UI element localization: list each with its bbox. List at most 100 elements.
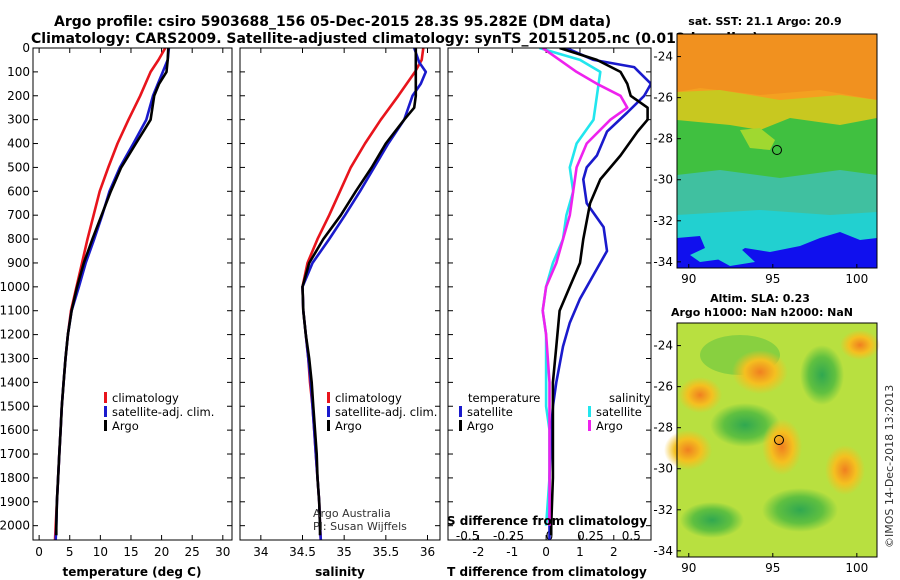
salinity-axes: 34 34.5 35 35.5 36	[240, 47, 440, 559]
y-tick-label: 400	[7, 137, 30, 151]
difference-x-axis-label: T difference from climatology	[447, 565, 647, 579]
difference-panel: -2 -1 0 1 2-0.5 -0.25 0 0.25 0.5 S difference fr…	[447, 47, 652, 579]
map-x-tick-label: 90	[681, 561, 696, 575]
x-tick-label: 0	[542, 545, 550, 559]
map-y-tick-label: -34	[653, 544, 673, 558]
x-tick-label: 0	[35, 545, 43, 559]
map-y-tick-label: -32	[653, 503, 673, 517]
y-tick-label: 1000	[0, 280, 30, 294]
x-tick-label: 34.5	[289, 545, 316, 559]
y-tick-label: 500	[7, 160, 30, 174]
legend-label-argo-s: Argo	[335, 419, 362, 433]
y-tick-label: 1200	[0, 328, 30, 342]
y-tick-label: 600	[7, 184, 30, 198]
figure-title-line2: Climatology: CARS2009. Satellite-adjuste…	[31, 31, 759, 47]
map-y-tick-label: -28	[653, 421, 673, 435]
sla-map-image	[664, 323, 880, 557]
x-tick-label: 5	[66, 545, 74, 559]
sla-map-axes: 90 95 100 -24 -26 -28 -30 -32 -34	[653, 339, 868, 575]
x-tick-label: 20	[154, 545, 169, 559]
x-tick-label: -2	[472, 545, 484, 559]
y-tick-label: 1500	[0, 399, 30, 413]
y-tick-label: 300	[7, 113, 30, 127]
map-y-tick-label: -26	[653, 380, 673, 394]
y-tick-label: 1900	[0, 495, 30, 509]
legend-swatch-climatology	[104, 392, 107, 403]
difference-lines	[539, 48, 651, 540]
y-tick-label: 1800	[0, 471, 30, 485]
map-y-tick-label: -26	[653, 91, 673, 105]
x-tick-label: 35	[337, 545, 352, 559]
y-tick-label: 1100	[0, 304, 30, 318]
x-tick-label: 2	[610, 545, 618, 559]
y-tick-label: 2000	[0, 519, 30, 533]
legend-header-salinity: salinity	[609, 391, 650, 405]
temperature-panel: 0 5 10 15 20 25 300100200300400500600700800900…	[0, 41, 233, 579]
salinity-frame	[239, 47, 441, 541]
salinity-x-axis-label: salinity	[315, 565, 365, 579]
sla-map-frame	[676, 322, 878, 558]
secondary-x-tick-label: 0.5	[622, 529, 641, 543]
x-tick-label: 1	[576, 545, 584, 559]
legend-label-satellite-adj-s: satellite-adj. clim.	[335, 405, 437, 419]
series-line-temperature-argo	[549, 48, 649, 536]
legend-swatch-sal-satellite	[588, 406, 591, 417]
series-line-argo	[301, 48, 418, 536]
map-y-tick-label: -28	[653, 132, 673, 146]
legend-label-climatology: climatology	[112, 391, 179, 405]
temperature-axes: 0 5 10 15 20 25 300100200300400500600700800900…	[0, 41, 232, 559]
legend-label-argo: Argo	[112, 419, 139, 433]
credit-line2: PI: Susan Wijffels	[313, 520, 407, 533]
map-y-tick-label: -24	[653, 50, 673, 64]
legend-swatch-argo	[104, 420, 107, 431]
sst-argo-location-marker	[772, 145, 782, 155]
figure-title-line1: Argo profile: csiro 5903688_156 05-Dec-2…	[54, 14, 611, 30]
legend-swatch-sal-argo	[588, 420, 591, 431]
temperature-frame	[32, 47, 233, 541]
imos-footer: ©IMOS 14-Dec-2018 13:2013	[883, 385, 896, 548]
series-line-salinity-argo	[541, 48, 629, 526]
legend-label-temp-argo: Argo	[467, 419, 494, 433]
map-x-tick-label: 100	[845, 561, 868, 575]
temperature-lines	[53, 48, 171, 540]
x-tick-label: 10	[93, 545, 108, 559]
secondary-x-tick-label: 0.25	[577, 529, 604, 543]
salinity-lines	[301, 48, 428, 540]
map-x-tick-label: 90	[681, 272, 696, 286]
y-tick-label: 1700	[0, 447, 30, 461]
legend-label-sal-satellite: satellite	[596, 405, 642, 419]
secondary-x-tick-label: -0.5	[456, 529, 479, 543]
credit-line1: Argo Australia	[313, 507, 391, 520]
y-tick-label: 1300	[0, 351, 30, 365]
series-line-satellite-adj-clim-	[301, 48, 428, 540]
series-line-satellite-adj-clim-	[54, 48, 171, 540]
legend-swatch-temp-satellite	[459, 406, 462, 417]
legend-header-temperature: temperature	[468, 391, 540, 405]
map-x-tick-label: 100	[845, 272, 868, 286]
x-tick-label: 25	[185, 545, 200, 559]
sla-map-panel: Altim. SLA: 0.23 Argo h1000: NaN h2000: …	[653, 292, 880, 575]
sla-map-title-line2: Argo h1000: NaN h2000: NaN	[671, 306, 853, 319]
y-tick-label: 900	[7, 256, 30, 270]
sst-map-panel: sat. SST: 21.1 Argo: 20.9 90 95 100 -24 -26 -…	[653, 15, 878, 286]
sst-map-title: sat. SST: 21.1 Argo: 20.9	[688, 15, 841, 28]
secondary-x-tick-label: -0.25	[493, 529, 524, 543]
map-y-tick-label: -30	[653, 173, 673, 187]
difference-frame	[447, 47, 652, 541]
legend-label-temp-satellite: satellite	[467, 405, 513, 419]
y-tick-label: 100	[7, 65, 30, 79]
map-y-tick-label: -24	[653, 339, 673, 353]
x-tick-label: 34	[253, 545, 268, 559]
legend-label-climatology-s: climatology	[335, 391, 402, 405]
map-y-tick-label: -30	[653, 462, 673, 476]
y-tick-label: 800	[7, 232, 30, 246]
x-tick-label: -1	[506, 545, 518, 559]
legend-swatch-climatology-s	[327, 392, 330, 403]
legend-swatch-argo-s	[327, 420, 330, 431]
x-tick-label: 15	[123, 545, 138, 559]
series-line-climatology	[301, 48, 425, 540]
y-tick-label: 1400	[0, 375, 30, 389]
legend-label-sal-argo: Argo	[596, 419, 623, 433]
x-tick-label: 36	[420, 545, 435, 559]
